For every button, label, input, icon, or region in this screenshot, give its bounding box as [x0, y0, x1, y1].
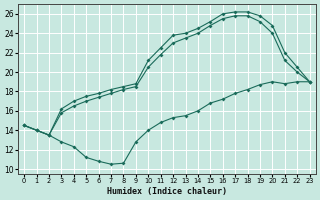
X-axis label: Humidex (Indice chaleur): Humidex (Indice chaleur)	[107, 187, 227, 196]
